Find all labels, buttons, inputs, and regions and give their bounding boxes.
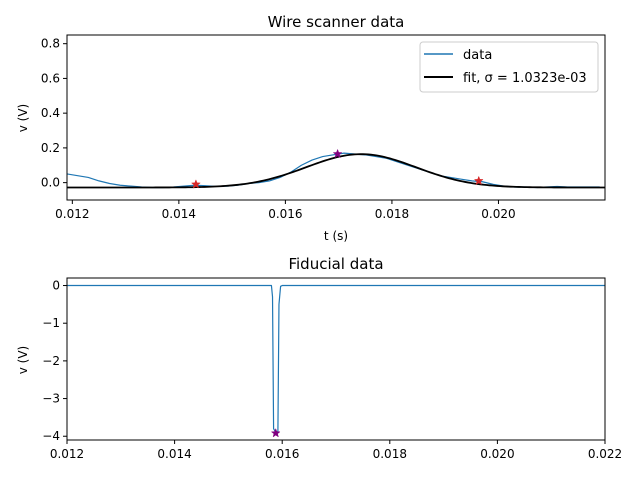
x-tick-label: 0.020 [480, 447, 514, 461]
marker-star [473, 175, 484, 186]
wire-scanner-plot-area [67, 148, 605, 189]
marker-star [270, 428, 281, 438]
fiducial-axes-frame [66, 277, 606, 441]
fiducial-panel: Fiducial data v (V) 0.012 0.014 0.016 0.018… [16, 255, 622, 461]
wire-scanner-ylabel: v (V) [16, 104, 30, 133]
legend-data-label: data [463, 48, 492, 63]
fiducial-plot-area [67, 284, 605, 438]
wire-scanner-xlabel: t (s) [324, 229, 348, 243]
y-tick-label: 0.2 [41, 141, 60, 155]
fiducial-title: Fiducial data [288, 255, 383, 273]
x-tick-label: 0.012 [55, 207, 89, 221]
x-tick-label: 0.016 [268, 207, 302, 221]
x-tick-label: 0.014 [162, 207, 196, 221]
wire-scanner-x-ticks: 0.012 0.014 0.016 0.018 0.020 [55, 200, 516, 221]
y-tick-label: −2 [42, 354, 60, 368]
x-tick-label: 0.016 [265, 447, 299, 461]
wire-scanner-title: Wire scanner data [268, 13, 405, 31]
x-tick-label: 0.022 [588, 447, 622, 461]
marker-star [332, 148, 343, 159]
y-tick-label: 0.0 [41, 176, 60, 190]
wire-scanner-panel: Wire scanner data t (s) v (V) 0.012 0.014… [16, 13, 606, 243]
fiducial-x-ticks: 0.012 0.014 0.016 0.018 0.020 0.022 [50, 440, 622, 461]
y-tick-label: 0.8 [41, 37, 60, 51]
wire-scanner-axes-frame [66, 34, 606, 201]
y-tick-label: 0.4 [41, 106, 60, 120]
fit-line [67, 153, 605, 189]
legend-box [419, 41, 599, 93]
x-tick-label: 0.018 [373, 447, 407, 461]
y-tick-label: −1 [42, 316, 60, 330]
y-tick-label: 0 [52, 279, 60, 293]
x-tick-label: 0.012 [50, 447, 84, 461]
fiducial-ylabel: v (V) [16, 346, 30, 375]
wire-scanner-y-ticks: 0.0 0.2 0.4 0.6 0.8 [41, 37, 67, 190]
fiducial-y-ticks: 0 −1 −2 −3 −4 [42, 279, 67, 443]
legend-fit-label: fit, σ = 1.0323e-03 [463, 71, 587, 86]
series-group [67, 152, 605, 189]
x-tick-label: 0.018 [375, 207, 409, 221]
y-tick-label: 0.6 [41, 71, 60, 85]
x-tick-label: 0.020 [481, 207, 515, 221]
x-tick-label: 0.014 [157, 447, 191, 461]
legend: data fit, σ = 1.0323e-03 [419, 41, 599, 93]
y-tick-label: −3 [42, 392, 60, 406]
y-tick-label: −4 [42, 429, 60, 443]
marker-star [190, 179, 201, 189]
